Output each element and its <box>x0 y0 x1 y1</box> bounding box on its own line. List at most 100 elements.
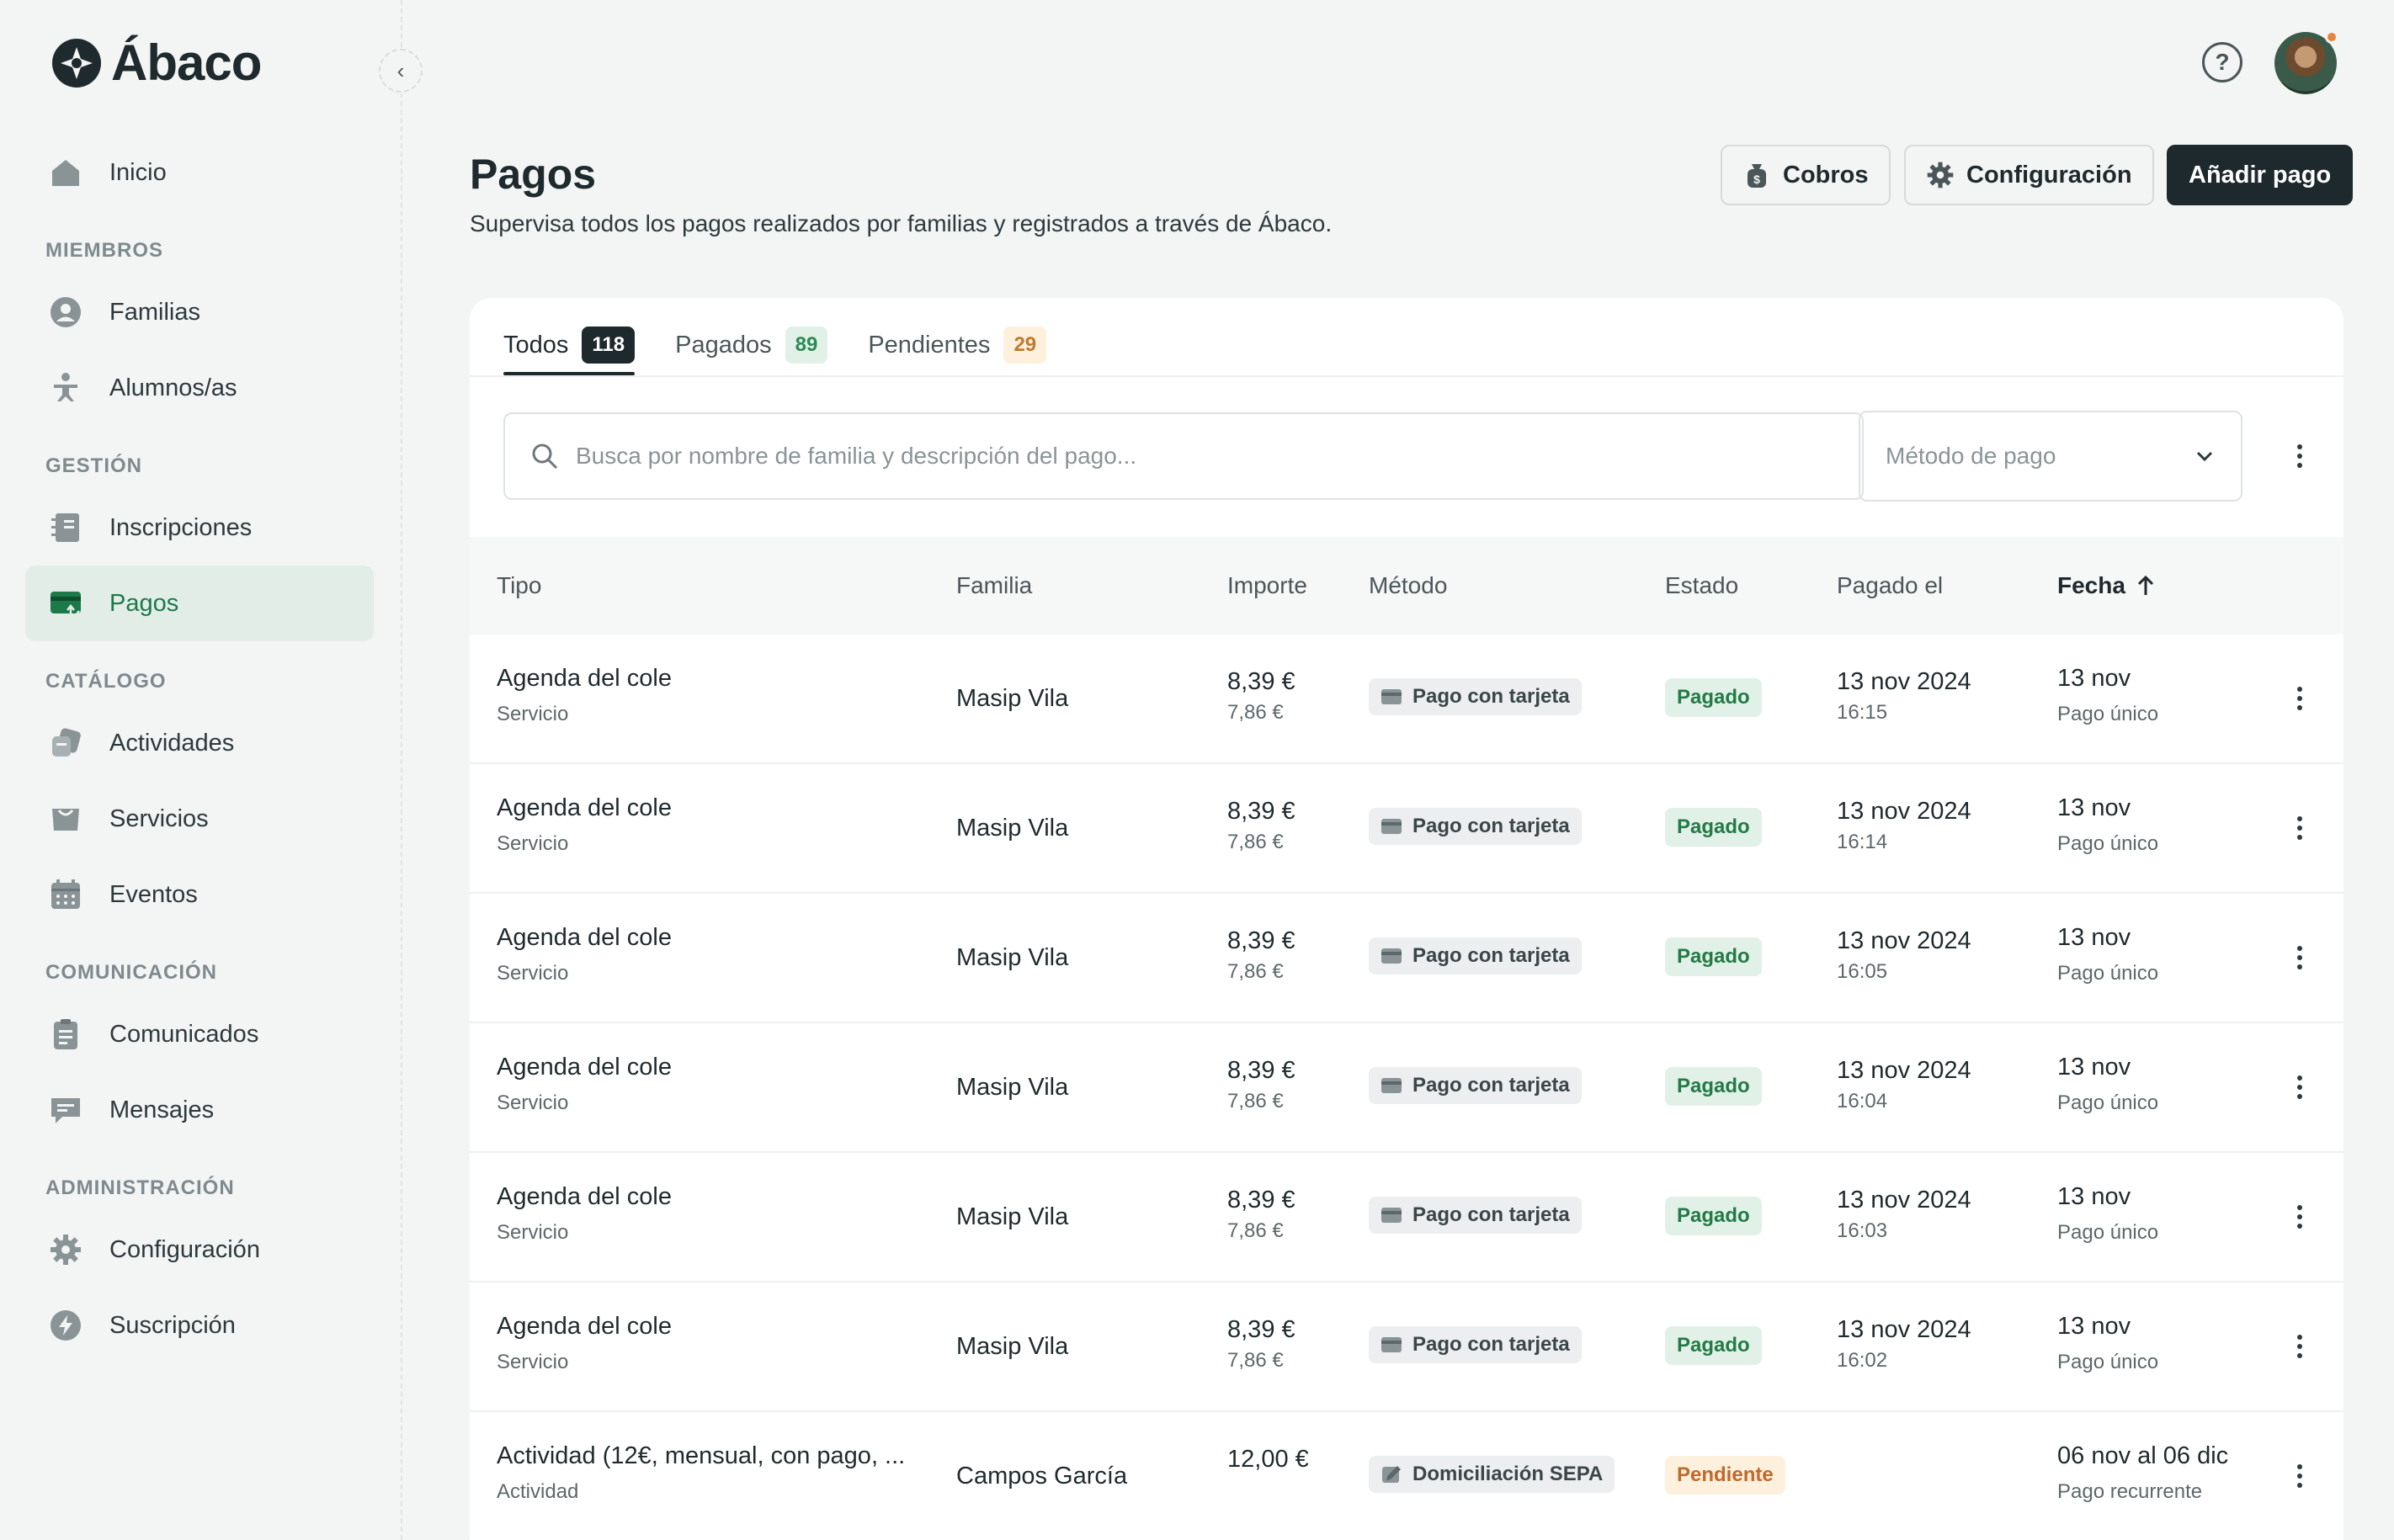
row-pagado: 13 nov 2024 <box>1837 1057 1971 1084</box>
payment-method-label: Pago con tarjeta <box>1412 685 1570 708</box>
sidebar-item-mensajes[interactable]: Mensajes <box>25 1072 374 1148</box>
help-icon[interactable]: ? <box>2202 42 2242 82</box>
child-icon <box>47 369 84 406</box>
row-tipo-sub: Servicio <box>497 1221 569 1244</box>
sidebar-item-label: Configuración <box>109 1235 260 1263</box>
table-header: Tipo Familia Importe Método Estado Pagad… <box>470 537 2343 635</box>
status-badge: Pagado <box>1665 1067 1762 1106</box>
table-row[interactable]: Actividad (12€, mensual, con pago, ... Ac… <box>470 1412 2343 1540</box>
row-actions-icon[interactable] <box>2283 1459 2317 1493</box>
sidebar-item-servicios[interactable]: Servicios <box>25 781 374 857</box>
payments-card: Todos 118 Pagados 89 Pendientes 29 Métod… <box>470 298 2343 1540</box>
table-row[interactable]: Agenda del cole Servicio Masip Vila 8,39 € 7… <box>470 894 2343 1023</box>
payment-method-chip: Pago con tarjeta <box>1369 1326 1582 1363</box>
svg-text:$: $ <box>1753 173 1760 186</box>
sidebar-item-label: Servicios <box>109 805 209 832</box>
payment-method-label: Pago con tarjeta <box>1412 1333 1570 1356</box>
count-badge: 118 <box>582 327 636 364</box>
row-actions-icon[interactable] <box>2283 1070 2317 1104</box>
row-pagado: 13 nov 2024 <box>1837 927 1971 954</box>
row-fecha-sub: Pago único <box>2057 1351 2159 1373</box>
sidebar-item-inscripciones[interactable]: Inscripciones <box>25 490 374 566</box>
sidebar-item-eventos[interactable]: Eventos <box>25 857 374 932</box>
sidebar-item-inicio[interactable]: Inicio <box>25 135 374 210</box>
tabs: Todos 118 Pagados 89 Pendientes 29 <box>503 316 1047 375</box>
row-pagado: 13 nov 2024 <box>1837 668 1971 695</box>
row-pagado-hora: 16:05 <box>1837 960 1888 983</box>
row-importe: 8,39 € <box>1227 1187 1295 1213</box>
row-importe: 8,39 € <box>1227 1316 1295 1343</box>
row-fecha: 13 nov <box>2057 1313 2131 1340</box>
row-pagado: 13 nov 2024 <box>1837 1316 1971 1343</box>
table-row[interactable]: Agenda del cole Servicio Masip Vila 8,39 € 7… <box>470 1153 2343 1282</box>
sidebar-item-alumnos[interactable]: Alumnos/as <box>25 350 374 426</box>
col-familia[interactable]: Familia <box>956 572 1033 598</box>
avatar[interactable] <box>2274 32 2337 94</box>
col-metodo[interactable]: Método <box>1369 572 1448 598</box>
payment-method-select[interactable]: Método de pago <box>1859 411 2242 502</box>
tab-pendientes[interactable]: Pendientes 29 <box>868 316 1047 374</box>
tab-todos[interactable]: Todos 118 <box>503 316 636 375</box>
col-pagado[interactable]: Pagado el <box>1837 572 1944 598</box>
payment-method-label: Pago con tarjeta <box>1412 1074 1570 1097</box>
sidebar-item-comunicados[interactable]: Comunicados <box>25 996 374 1072</box>
table-row[interactable]: Agenda del cole Servicio Masip Vila 8,39 € 7… <box>470 1023 2343 1153</box>
collapse-sidebar-button[interactable]: ‹ <box>379 49 423 93</box>
configuracion-button[interactable]: Configuración <box>1904 145 2154 205</box>
sidebar-item-label: Inscripciones <box>109 513 253 541</box>
col-tipo[interactable]: Tipo <box>497 572 542 598</box>
row-pagado: 13 nov 2024 <box>1837 1187 1971 1213</box>
sidebar-item-suscripcion[interactable]: Suscripción <box>25 1288 374 1363</box>
status-badge: Pagado <box>1665 1326 1762 1365</box>
cobros-button[interactable]: $ Cobros <box>1721 145 1891 205</box>
search-field[interactable] <box>503 412 1864 500</box>
row-actions-icon[interactable] <box>2283 682 2317 715</box>
sidebar-item-label: Comunicados <box>109 1020 259 1048</box>
row-actions-icon[interactable] <box>2283 811 2317 845</box>
row-importe-sub: 7,86 € <box>1227 831 1284 853</box>
sidebar-item-pagos[interactable]: Pagos <box>25 566 374 641</box>
table-row[interactable]: Agenda del cole Servicio Masip Vila 8,39 € 7… <box>470 764 2343 894</box>
sidebar-item-label: Eventos <box>109 880 198 908</box>
add-payment-button[interactable]: Añadir pago <box>2167 145 2354 205</box>
table-row[interactable]: Agenda del cole Servicio Masip Vila 8,39 € 7… <box>470 635 2343 764</box>
status-badge: Pagado <box>1665 1197 1762 1235</box>
payment-method-chip: Pago con tarjeta <box>1369 678 1582 715</box>
sidebar-item-configuracion[interactable]: Configuración <box>25 1212 374 1288</box>
row-tipo-sub: Servicio <box>497 832 569 855</box>
notebook-icon <box>47 509 84 546</box>
col-fecha[interactable]: Fecha <box>2057 572 2156 599</box>
row-fecha: 13 nov <box>2057 1054 2131 1081</box>
row-pagado: 13 nov 2024 <box>1837 798 1971 825</box>
row-familia: Masip Vila <box>956 944 1069 971</box>
more-options-icon[interactable] <box>2283 439 2317 473</box>
row-actions-icon[interactable] <box>2283 1200 2317 1234</box>
app-logo[interactable]: Ábaco <box>51 34 262 92</box>
row-actions-icon[interactable] <box>2283 941 2317 974</box>
table-row[interactable]: Agenda del cole Servicio Masip Vila 8,39 € 7… <box>470 1282 2343 1412</box>
cobros-label: Cobros <box>1783 161 1869 189</box>
sidebar-item-familias[interactable]: Familias <box>25 274 374 350</box>
tab-pagados[interactable]: Pagados 89 <box>675 316 828 374</box>
row-fecha: 13 nov <box>2057 665 2131 692</box>
status-badge: Pagado <box>1665 808 1762 847</box>
sidebar: Ábaco ‹ Inicio MIEMBROS Familias Alumnos… <box>0 0 423 1540</box>
row-fecha-sub: Pago único <box>2057 1221 2159 1244</box>
tabs-divider <box>470 375 2343 377</box>
row-familia: Campos García <box>956 1463 1128 1490</box>
row-actions-icon[interactable] <box>2283 1330 2317 1363</box>
row-pagado-hora: 16:04 <box>1837 1090 1888 1113</box>
col-importe[interactable]: Importe <box>1227 572 1307 598</box>
row-tipo: Agenda del cole <box>497 665 672 692</box>
search-input[interactable] <box>576 443 1754 470</box>
payment-method-label: Pago con tarjeta <box>1412 944 1570 967</box>
sidebar-nav: Inicio MIEMBROS Familias Alumnos/as GEST… <box>25 135 374 1363</box>
sidebar-item-actividades[interactable]: Actividades <box>25 705 374 781</box>
row-fecha-sub: Pago único <box>2057 703 2159 725</box>
row-tipo: Agenda del cole <box>497 1054 672 1081</box>
col-estado[interactable]: Estado <box>1665 572 1739 598</box>
row-fecha: 06 nov al 06 dic <box>2057 1442 2229 1469</box>
col-fecha-label: Fecha <box>2057 572 2125 598</box>
row-fecha-sub: Pago único <box>2057 832 2159 855</box>
row-fecha-sub: Pago único <box>2057 962 2159 985</box>
